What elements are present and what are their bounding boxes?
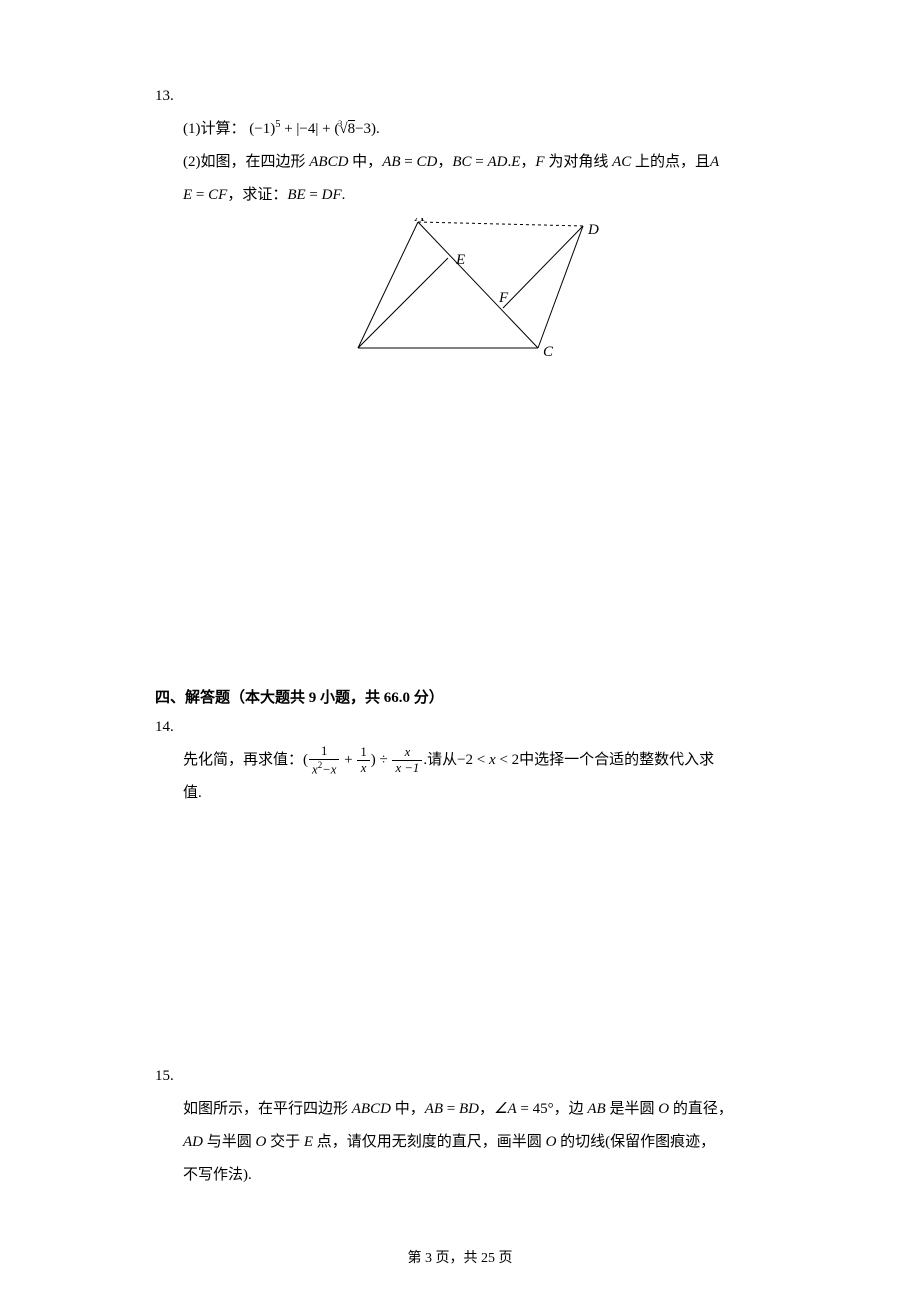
math-expression: (−1)5 + |−4| + (3√8−3). xyxy=(249,121,380,137)
svg-text:D: D xyxy=(587,222,599,238)
spacer xyxy=(155,820,800,1060)
text: 不写作法). xyxy=(183,1159,800,1192)
problem-number: 15. xyxy=(155,1060,183,1093)
problem-14: 14. 先化简，再求值：(1x2−x + 1x) ÷ xx −1.请从−2 < … xyxy=(155,711,800,810)
problem-content: 先化简，再求值：(1x2−x + 1x) ÷ xx −1.请从−2 < x < … xyxy=(183,744,800,777)
diagram-svg: ADBCEF xyxy=(353,218,603,363)
text: (1)计算： xyxy=(183,121,246,137)
svg-text:F: F xyxy=(498,290,509,306)
problem-number: 13. xyxy=(155,80,183,113)
problem-content: (1)计算： (−1)5 + |−4| + (3√8−3). xyxy=(183,113,800,146)
problem-number: 14. xyxy=(155,711,183,744)
text: (2)如图，在四边形 xyxy=(183,154,309,170)
problem-content: AD 与半圆 O 交于 E 点，请仅用无刻度的直尺，画半圆 O 的切线(保留作图… xyxy=(183,1126,800,1159)
text: 值. xyxy=(183,777,800,810)
diagram-quadrilateral: ADBCEF xyxy=(155,218,800,376)
section-header: 四、解答题（本大题共 9 小题，共 66.0 分） xyxy=(155,686,800,707)
problem-content: (2)如图，在四边形 ABCD 中，AB = CD，BC = AD.E，F 为对… xyxy=(183,146,800,179)
spacer xyxy=(155,386,800,676)
problem-content: 如图所示，在平行四边形 ABCD 中，AB = BD，∠A = 45°，边 AB… xyxy=(183,1093,800,1126)
problem-15: 15. 如图所示，在平行四边形 ABCD 中，AB = BD，∠A = 45°，… xyxy=(155,1060,800,1192)
svg-text:A: A xyxy=(414,218,425,225)
page-footer: 第 3 页，共 25 页 xyxy=(0,1247,920,1267)
problem-13: 13. (1)计算： (−1)5 + |−4| + (3√8−3). (2)如图… xyxy=(155,80,800,376)
page: 13. (1)计算： (−1)5 + |−4| + (3√8−3). (2)如图… xyxy=(0,0,920,1302)
problem-content: E = CF，求证：BE = DF. xyxy=(183,179,800,212)
svg-text:C: C xyxy=(543,344,554,360)
svg-text:E: E xyxy=(455,252,465,268)
